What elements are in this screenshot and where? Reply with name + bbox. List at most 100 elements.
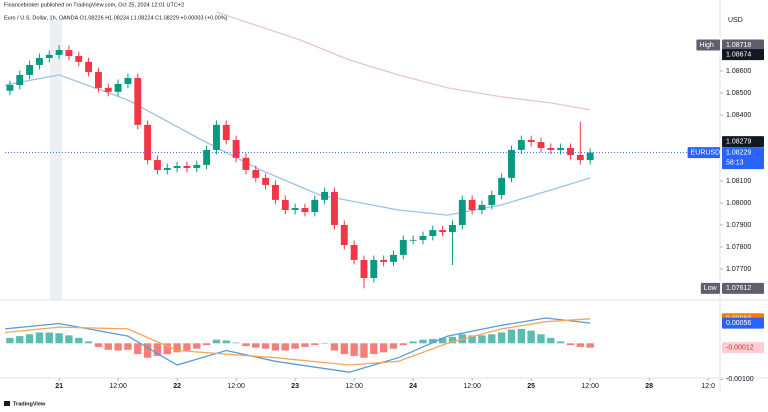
price-tag-label-box [687,147,720,159]
histogram-bar [45,332,53,344]
histogram-bar [488,334,496,344]
histogram-bar [124,343,132,350]
histogram-bar [35,332,44,344]
histogram-bar [576,343,585,347]
y-tick-label: 1.07800 [726,244,751,251]
x-tick-label: 12:00 [463,383,481,390]
candle-body [488,195,496,205]
price-tag [722,49,764,61]
histogram-bar [468,335,476,344]
y-tick-label: 1.08400 [726,112,751,119]
price-tag [722,342,764,354]
price-tag-value: 1.08229 [726,149,751,156]
candle-body [547,147,555,150]
histogram-bar [222,340,230,344]
publisher-line: Financebroker published on TradingView.c… [4,2,184,8]
price-tag-label-box [700,282,720,294]
candle-body [114,83,122,92]
x-tick-label: 12:00 [109,383,127,390]
candle-body [281,199,289,211]
candle-body [399,239,407,255]
histogram-bar [438,337,447,344]
session-highlight [50,20,62,300]
x-tick-label: 12:0 [701,383,715,390]
candle-body [124,77,132,84]
y-tick-label: 1.08000 [726,200,751,207]
histogram-bar [55,333,63,344]
candle-body [508,149,515,178]
price-tag [722,317,764,329]
candle-body [94,72,102,88]
candle-body [45,54,53,58]
price-tag-label: Low [704,285,718,292]
candle-body [478,204,486,211]
y-tick-label: 1.08600 [726,68,751,75]
candle-body [419,235,427,240]
indicator-line [216,11,591,111]
histogram-bar [16,336,24,344]
candle-body [380,259,388,262]
candle-body [429,230,437,236]
candle-body [439,230,447,233]
footer-logo: TradingView [4,401,46,407]
histogram-bar [173,343,181,353]
histogram-bar [252,343,260,348]
candle-body [16,74,24,86]
x-tick-label: 22 [173,383,181,390]
candle-body [331,191,338,225]
candle-body [517,140,525,150]
candle-body [183,166,191,168]
histogram-bar [399,343,407,346]
histogram-bar [163,343,171,355]
candle-body [104,87,112,92]
candle-body [537,142,545,148]
histogram-bar [478,335,486,344]
y-tick-label: 1.08500 [726,90,751,97]
histogram-bar [301,343,309,347]
price-tag-label: High [699,42,714,49]
candle-body [321,191,329,200]
logo-mark [4,401,10,406]
histogram-bar [360,343,368,358]
histogram-bar [281,343,289,351]
candle-body [26,65,34,75]
candle-body [252,169,260,178]
price-tag [722,39,764,51]
currency-label: USD [728,17,743,24]
x-tick-label: 12:00 [345,383,363,390]
candle-body [586,152,594,161]
x-tick-label: 21 [55,383,63,390]
candle-body [65,50,73,56]
histogram-bar [153,343,162,356]
candle-body [212,124,220,150]
histogram-bar [232,342,240,344]
histogram-bar [429,338,437,344]
histogram-bar [134,343,142,355]
candle-body [576,155,584,161]
histogram-bar [311,343,319,346]
histogram-bar [143,343,152,358]
price-tag-value: 1.08279 [726,138,751,145]
candle-body [55,50,63,55]
candle-body [35,57,43,66]
candle-body [498,177,506,196]
histogram-bar [350,343,358,356]
candle-body [75,55,83,62]
candle-body [527,140,535,143]
candle-body [144,124,152,161]
candle-body [390,254,397,262]
histogram-bar [6,337,14,344]
candle-body [370,259,378,278]
histogram-bar [271,343,280,351]
candle-body [301,208,309,212]
candle-body [85,61,93,73]
candle-body [449,224,456,233]
candle-body [350,244,358,260]
price-tag-value: -0.00012 [726,344,754,351]
price-tag-label: EURUSD [691,149,721,156]
candle-body [291,208,299,211]
candle-body [360,259,368,278]
candle-body [222,124,230,141]
histogram-bar [566,343,575,346]
